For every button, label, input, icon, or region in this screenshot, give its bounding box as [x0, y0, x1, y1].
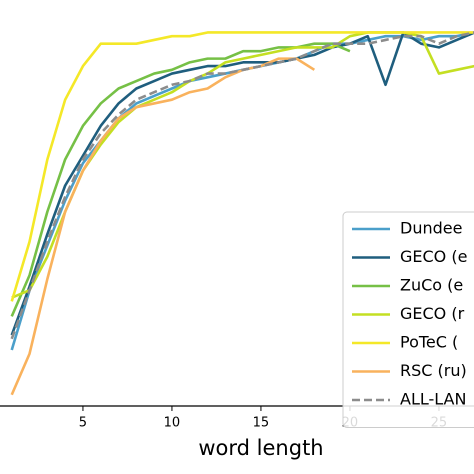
legend-box: [342, 211, 474, 428]
x-tick-label: 10: [164, 416, 181, 431]
x-tick-label: 5: [79, 416, 87, 431]
legend-label: ALL-LAN: [400, 390, 466, 409]
series-line: [10, 31, 474, 340]
x-axis-label: word length: [198, 436, 323, 460]
legend-label: PoTeC (: [400, 333, 458, 352]
legend-label: GECO (r: [400, 304, 465, 323]
series-line: [10, 57, 316, 396]
legend-label: RSC (ru): [400, 361, 467, 380]
x-tick-label: 15: [253, 416, 270, 431]
legend-label: ZuCo (e: [400, 276, 463, 295]
legend-label: GECO (e: [400, 247, 467, 266]
legend-label: Dundee: [400, 219, 462, 238]
legend: Dundee GECO (e ZuCo (e GECO (r PoTeC ( RSC (r…: [342, 211, 474, 428]
series-line: [10, 31, 474, 336]
series-line: [10, 31, 474, 302]
